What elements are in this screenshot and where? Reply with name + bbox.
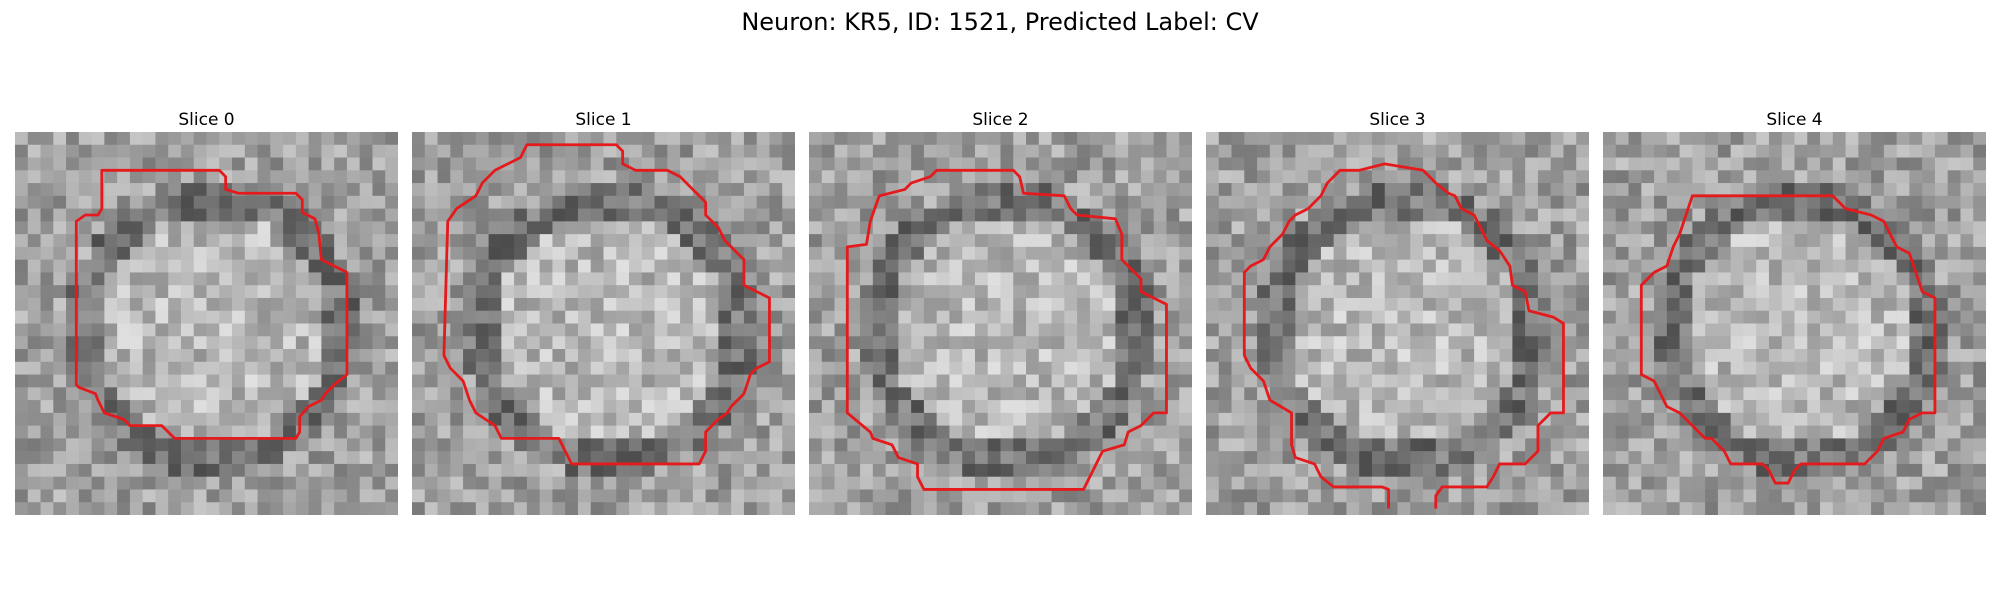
segmentation-contour <box>845 168 1168 491</box>
slice-image <box>412 132 795 515</box>
slice-title: Slice 1 <box>575 110 632 130</box>
grayscale-pixel-grid <box>15 132 398 515</box>
slice-panel-0: Slice 0 <box>15 108 398 515</box>
slice-image <box>15 132 398 515</box>
grayscale-pixel-grid <box>412 132 795 515</box>
slice-image <box>1206 132 1589 515</box>
slice-title: Slice 3 <box>1369 110 1426 130</box>
segmentation-contour <box>74 168 349 440</box>
figure-title: Neuron: KR5, ID: 1521, Predicted Label: … <box>741 8 1259 36</box>
slice-panel-2: Slice 2 <box>809 108 1192 515</box>
slice-panel-3: Slice 3 <box>1206 108 1589 515</box>
grayscale-pixel-grid <box>1603 132 1986 515</box>
grayscale-pixel-grid <box>1206 132 1589 515</box>
slice-image <box>809 132 1192 515</box>
grayscale-pixel-grid <box>809 132 1192 515</box>
slice-title: Slice 0 <box>178 110 235 130</box>
segmentation-contour <box>1242 162 1565 509</box>
slice-title: Slice 2 <box>972 110 1029 130</box>
segmentation-contour <box>1639 194 1937 485</box>
slice-title: Slice 4 <box>1766 110 1823 130</box>
slice-panel-4: Slice 4 <box>1603 108 1986 515</box>
segmentation-contour <box>442 143 771 466</box>
slice-image <box>1603 132 1986 515</box>
slice-panel-1: Slice 1 <box>412 108 795 515</box>
